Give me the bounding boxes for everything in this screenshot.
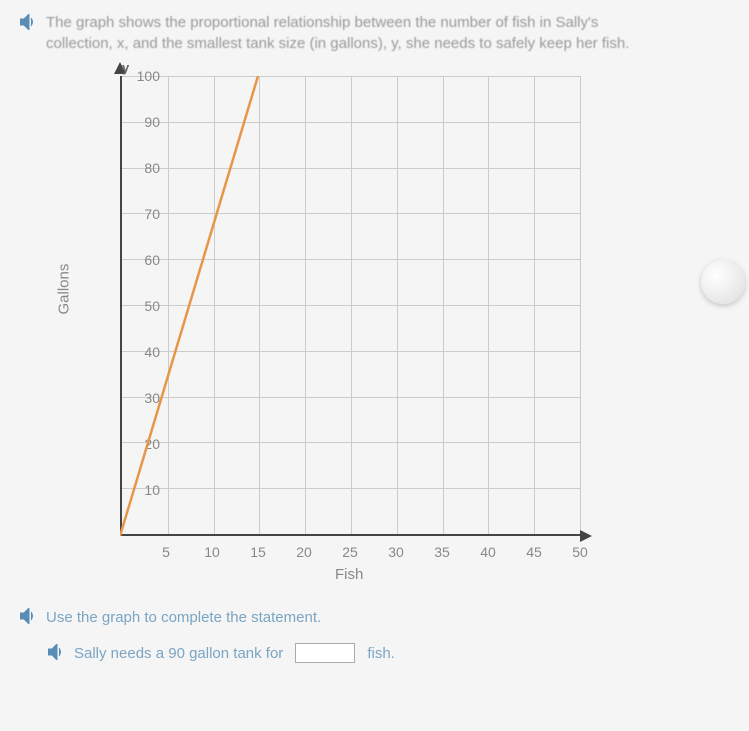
statement-prompt-row: Use the graph to complete the statement. — [20, 606, 729, 628]
statement-prompt: Use the graph to complete the statement. — [46, 609, 321, 626]
x-tick: 40 — [480, 544, 496, 560]
x-axis-arrow — [580, 530, 592, 542]
answer-blank[interactable] — [295, 643, 355, 663]
y-tick: 20 — [144, 436, 160, 452]
x-tick: 10 — [204, 544, 220, 560]
y-tick: 50 — [144, 298, 160, 314]
x-axis-label: Fish — [335, 566, 363, 583]
x-tick: 45 — [526, 544, 542, 560]
y-tick: 30 — [144, 390, 160, 406]
speaker-icon[interactable] — [20, 14, 38, 35]
y-axis-label: Gallons — [56, 264, 73, 315]
x-tick: 50 — [572, 544, 588, 560]
x-tick: 5 — [162, 544, 170, 560]
question-header: The graph shows the proportional relatio… — [20, 12, 729, 54]
x-tick: 20 — [296, 544, 312, 560]
y-tick: 70 — [144, 206, 160, 222]
question-line-1: The graph shows the proportional relatio… — [46, 12, 629, 33]
y-tick: 90 — [144, 114, 160, 130]
y-tick: 60 — [144, 252, 160, 268]
x-tick: 25 — [342, 544, 358, 560]
y-axis-symbol: y — [122, 60, 129, 75]
y-tick: 100 — [137, 68, 160, 84]
speaker-icon[interactable] — [20, 608, 38, 628]
chart-grid — [120, 76, 580, 536]
x-tick: 35 — [434, 544, 450, 560]
question-line-2: collection, x, and the smallest tank siz… — [46, 33, 629, 54]
y-tick: 10 — [144, 482, 160, 498]
fill-before: Sally needs a 90 gallon tank for — [74, 645, 283, 662]
side-button[interactable] — [701, 260, 745, 304]
fill-after: fish. — [367, 645, 395, 662]
speaker-icon[interactable] — [48, 644, 66, 664]
question-text: The graph shows the proportional relatio… — [46, 12, 629, 54]
chart: y 100 90 80 70 60 50 40 30 20 10 5 10 15… — [70, 66, 630, 596]
fill-statement-row: Sally needs a 90 gallon tank for fish. — [48, 642, 729, 664]
x-tick: 30 — [388, 544, 404, 560]
x-tick: 15 — [250, 544, 266, 560]
y-tick: 40 — [144, 344, 160, 360]
y-tick: 80 — [144, 160, 160, 176]
